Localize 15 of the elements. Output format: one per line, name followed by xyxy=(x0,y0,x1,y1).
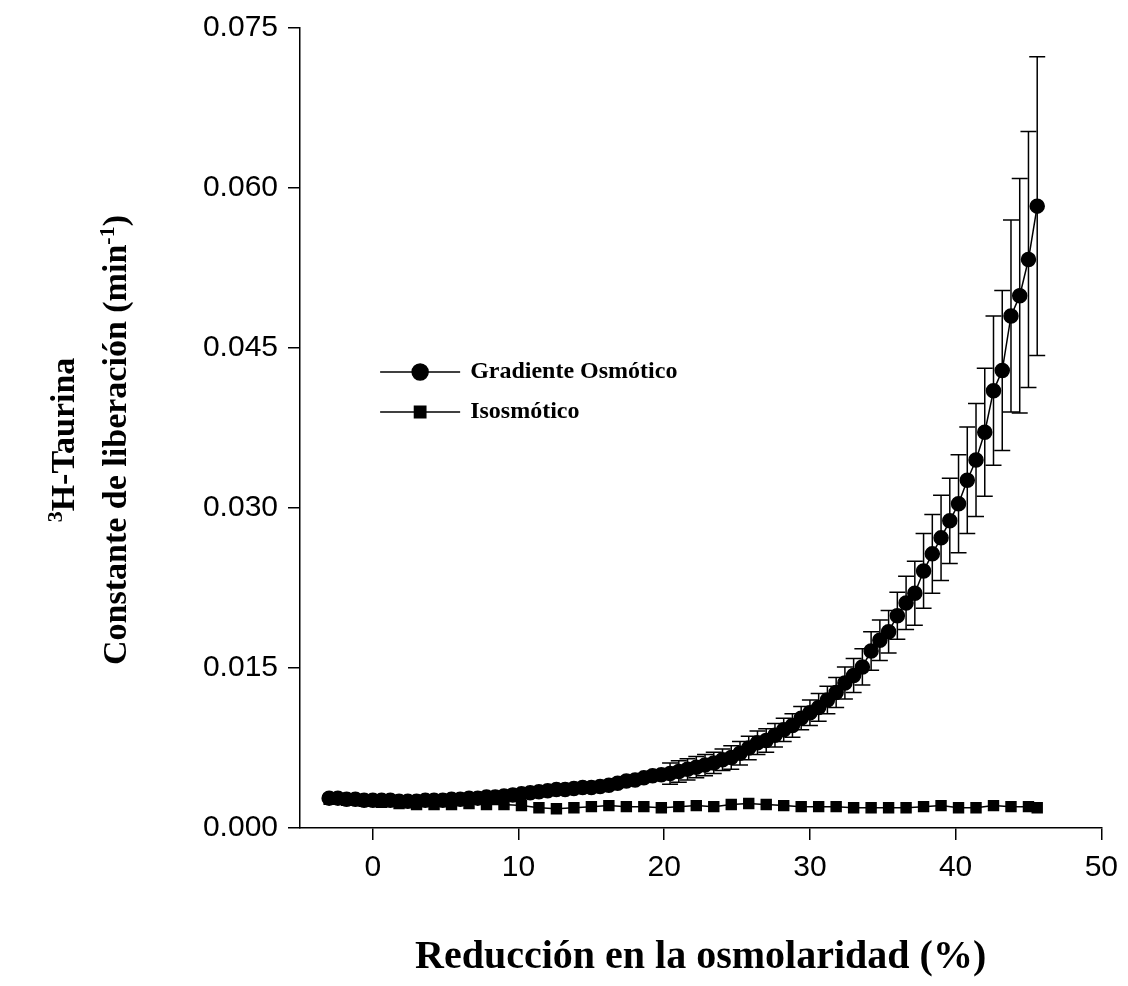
x-tick-label: 10 xyxy=(501,849,536,883)
legend-label: Isosmótico xyxy=(470,397,580,424)
y-tick-label: 0.000 xyxy=(202,809,278,843)
x-tick-label: 20 xyxy=(647,849,681,883)
y-tick-label: 0.045 xyxy=(202,329,278,363)
x-tick-label: 50 xyxy=(1084,849,1118,883)
y-tick-label: 0.030 xyxy=(202,489,278,523)
x-tick-label: 40 xyxy=(938,849,973,883)
legend-label: Gradiente Osmótico xyxy=(470,357,678,384)
x-tick-label: 0 xyxy=(364,849,382,883)
y-tick-label: 0.015 xyxy=(202,649,278,683)
x-tick-label: 30 xyxy=(793,849,827,883)
y-tick-label: 0.060 xyxy=(202,169,278,203)
y-tick-label: 0.075 xyxy=(202,9,278,43)
x-axis-title: Reducción en la osmolaridad (%) xyxy=(415,932,987,978)
